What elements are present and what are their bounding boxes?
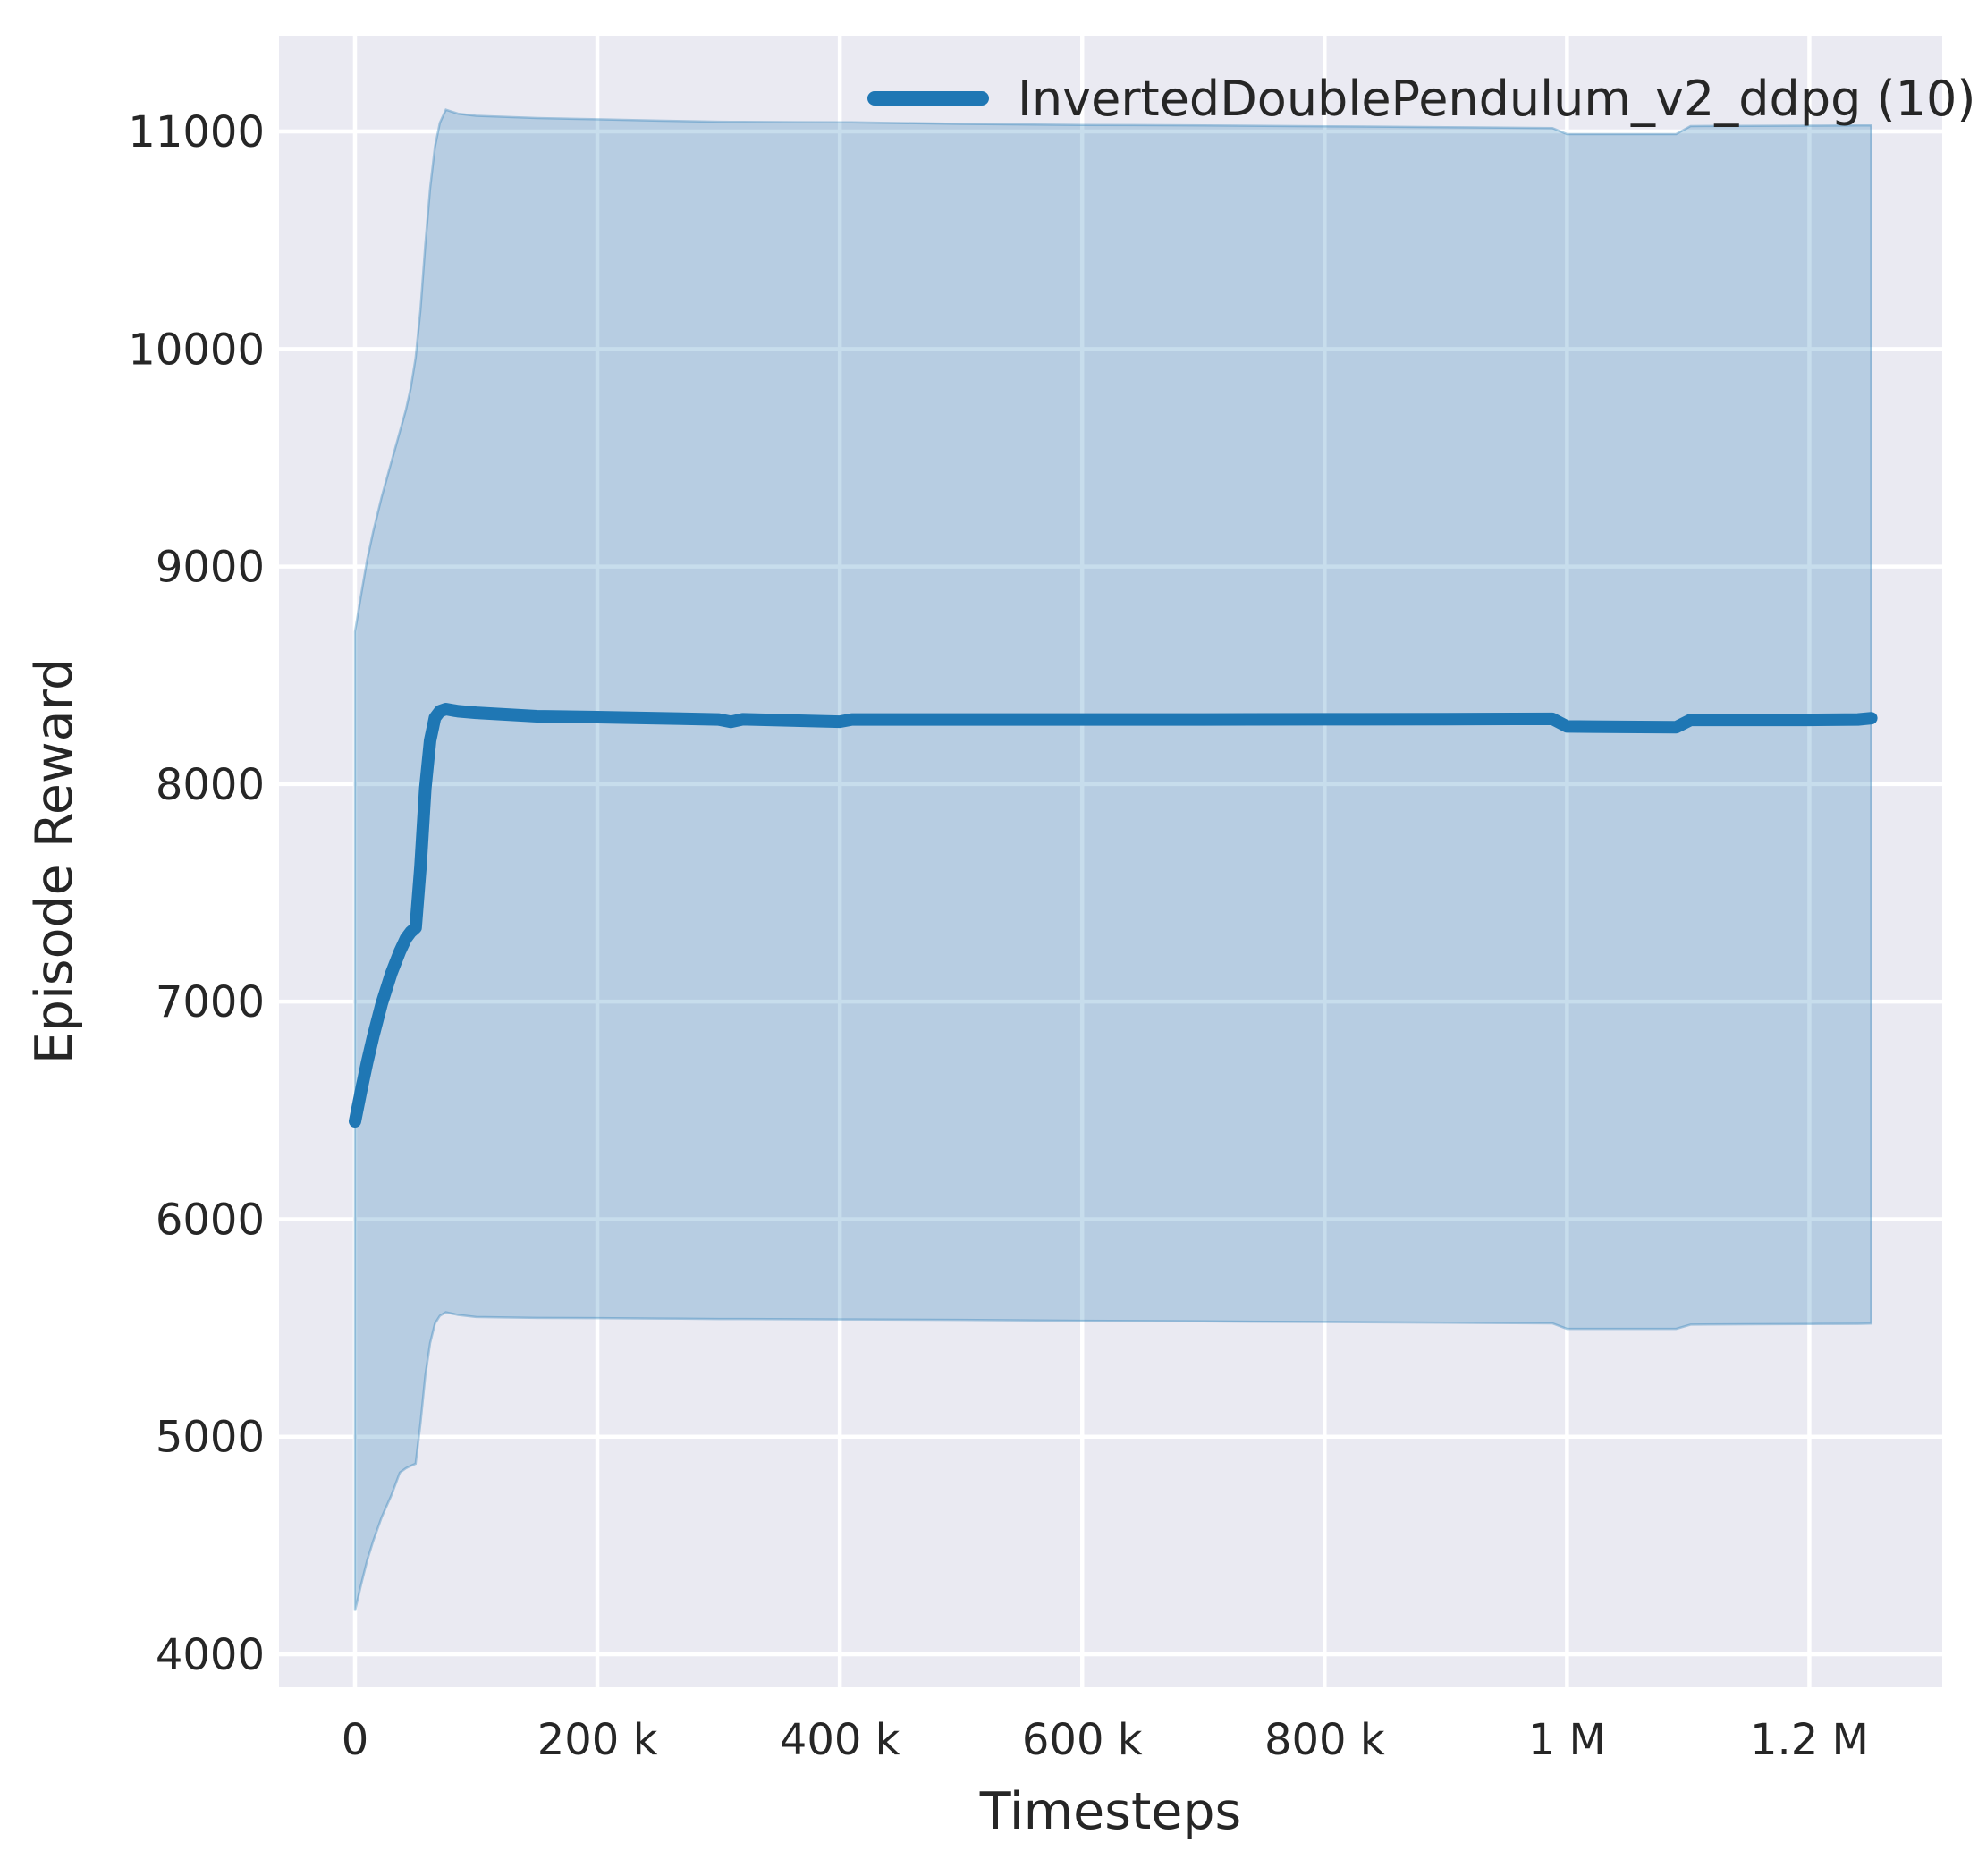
x-tick-label: 800 k (1264, 1715, 1385, 1765)
y-axis-label: Episode Reward (25, 658, 84, 1064)
x-axis-label: Timesteps (979, 1782, 1242, 1841)
x-tick-label: 0 (342, 1715, 369, 1765)
mean-line (349, 703, 1878, 1128)
series-layer (349, 108, 1878, 1611)
plot-area (279, 36, 1942, 1687)
x-tick-label: 600 k (1022, 1715, 1143, 1765)
x-tick-label: 1 M (1528, 1715, 1606, 1765)
x-tick-label: 200 k (537, 1715, 658, 1765)
x-tick-label: 1.2 M (1750, 1715, 1869, 1765)
x-tick-label: 400 k (780, 1715, 900, 1765)
y-tick-label: 8000 (156, 760, 265, 810)
y-tick-label: 6000 (156, 1195, 265, 1245)
y-tick-label: 4000 (156, 1630, 265, 1680)
y-tick-label: 7000 (156, 977, 265, 1027)
legend: InvertedDoublePendulum_v2_ddpg (10) (867, 71, 1975, 127)
y-tick-label: 5000 (156, 1413, 265, 1463)
confidence-band (353, 108, 1872, 1611)
tick-labels: 0 200 k 400 k 600 k 800 k 1 M 1.2 M 4000 5000 600… (128, 107, 1869, 1765)
y-tick-label: 9000 (156, 543, 265, 593)
gridlines (279, 36, 1942, 1687)
y-tick-label: 10000 (128, 325, 265, 375)
legend-label: InvertedDoublePendulum_v2_ddpg (10) (1018, 71, 1975, 127)
y-tick-label: 11000 (128, 107, 265, 157)
